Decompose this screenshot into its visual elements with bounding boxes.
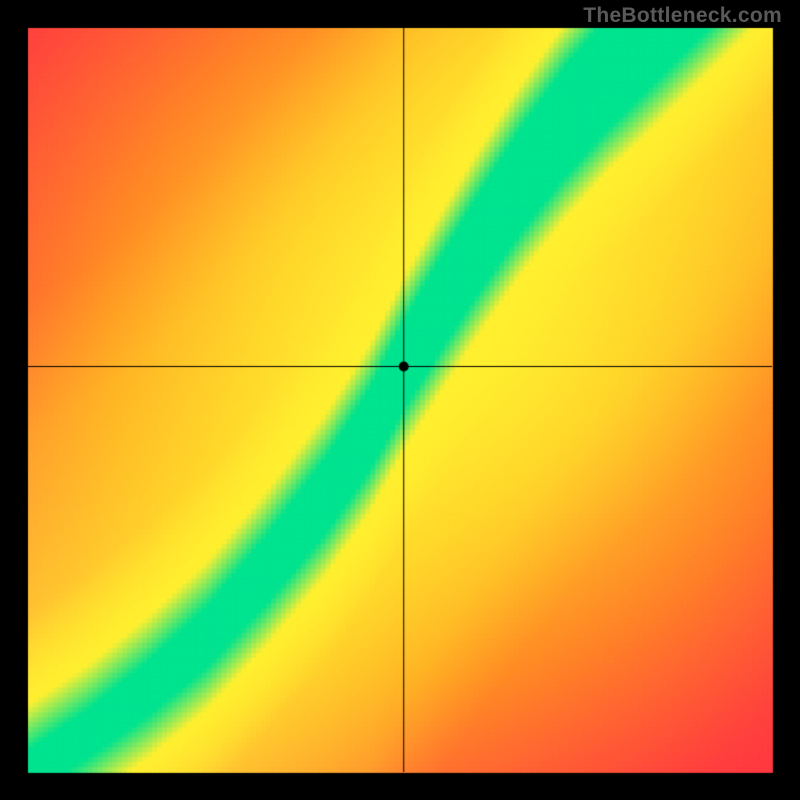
watermark-text: TheBottleneck.com xyxy=(583,4,782,28)
bottleneck-heatmap xyxy=(0,0,800,800)
chart-container: TheBottleneck.com xyxy=(0,0,800,800)
